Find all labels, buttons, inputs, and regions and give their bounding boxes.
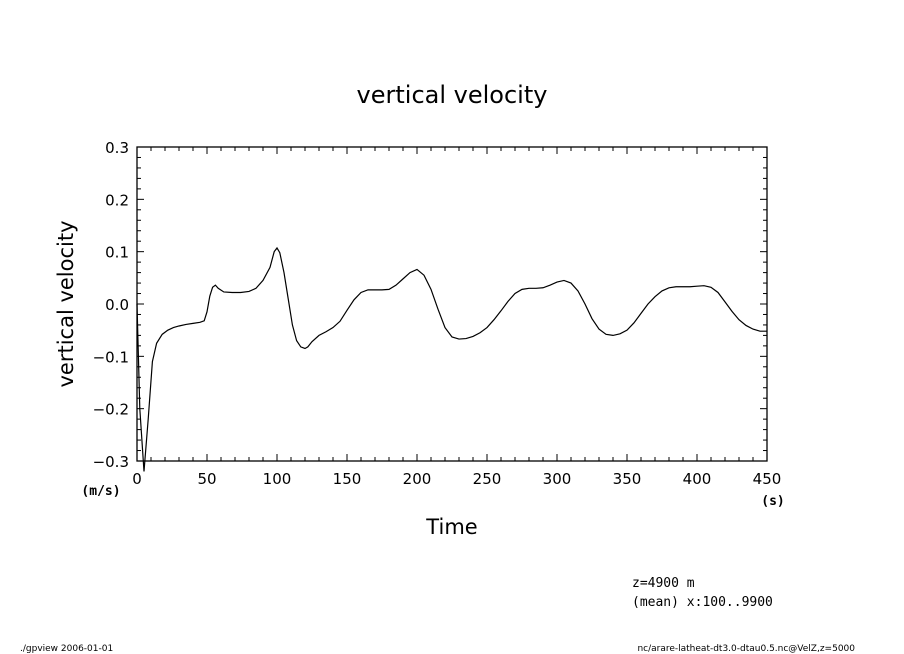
plot-frame [136, 146, 768, 462]
y-axis-label: vertical velocity [54, 220, 78, 387]
level-annotation: z=4900 m [632, 576, 695, 591]
x-tick-label: 50 [197, 470, 216, 488]
chart-title: vertical velocity [357, 81, 548, 109]
y-tick-label: 0.1 [105, 244, 129, 262]
x-tick-label: 250 [473, 470, 502, 488]
y-tick-label: 0.3 [105, 139, 129, 157]
y-tick-labels: −0.3 −0.2 −0.1 0.0 0.1 0.2 0.3 [93, 139, 129, 471]
y-unit-label: (m/s) [81, 484, 120, 499]
x-tick-labels: 0 50 100 150 200 250 300 350 400 450 [132, 470, 781, 488]
x-unit-label: (s) [761, 494, 784, 509]
x-tick-label: 300 [543, 470, 572, 488]
x-tick-label: 0 [132, 470, 142, 488]
mean-annotation: (mean) x:100..9900 [632, 595, 773, 610]
series-line [136, 246, 767, 472]
x-axis-label: Time [425, 515, 477, 539]
footer-left: ./gpview 2006-01-01 [20, 644, 113, 654]
x-tick-label: 100 [263, 470, 292, 488]
y-tick-label: −0.2 [93, 401, 129, 419]
x-tick-label: 450 [753, 470, 782, 488]
y-tick-label: 0.2 [105, 191, 129, 209]
x-tick-label: 350 [613, 470, 642, 488]
x-tick-label: 400 [683, 470, 712, 488]
y-tick-label: 0.0 [105, 296, 129, 314]
y-tick-label: −0.3 [93, 453, 129, 471]
x-tick-label: 150 [333, 470, 362, 488]
footer-right: nc/arare-latheat-dt3.0-dtau0.5.nc@VelZ,z… [637, 644, 855, 654]
x-tick-label: 200 [403, 470, 432, 488]
tick-marks [136, 146, 768, 462]
y-tick-label: −0.1 [93, 348, 129, 366]
